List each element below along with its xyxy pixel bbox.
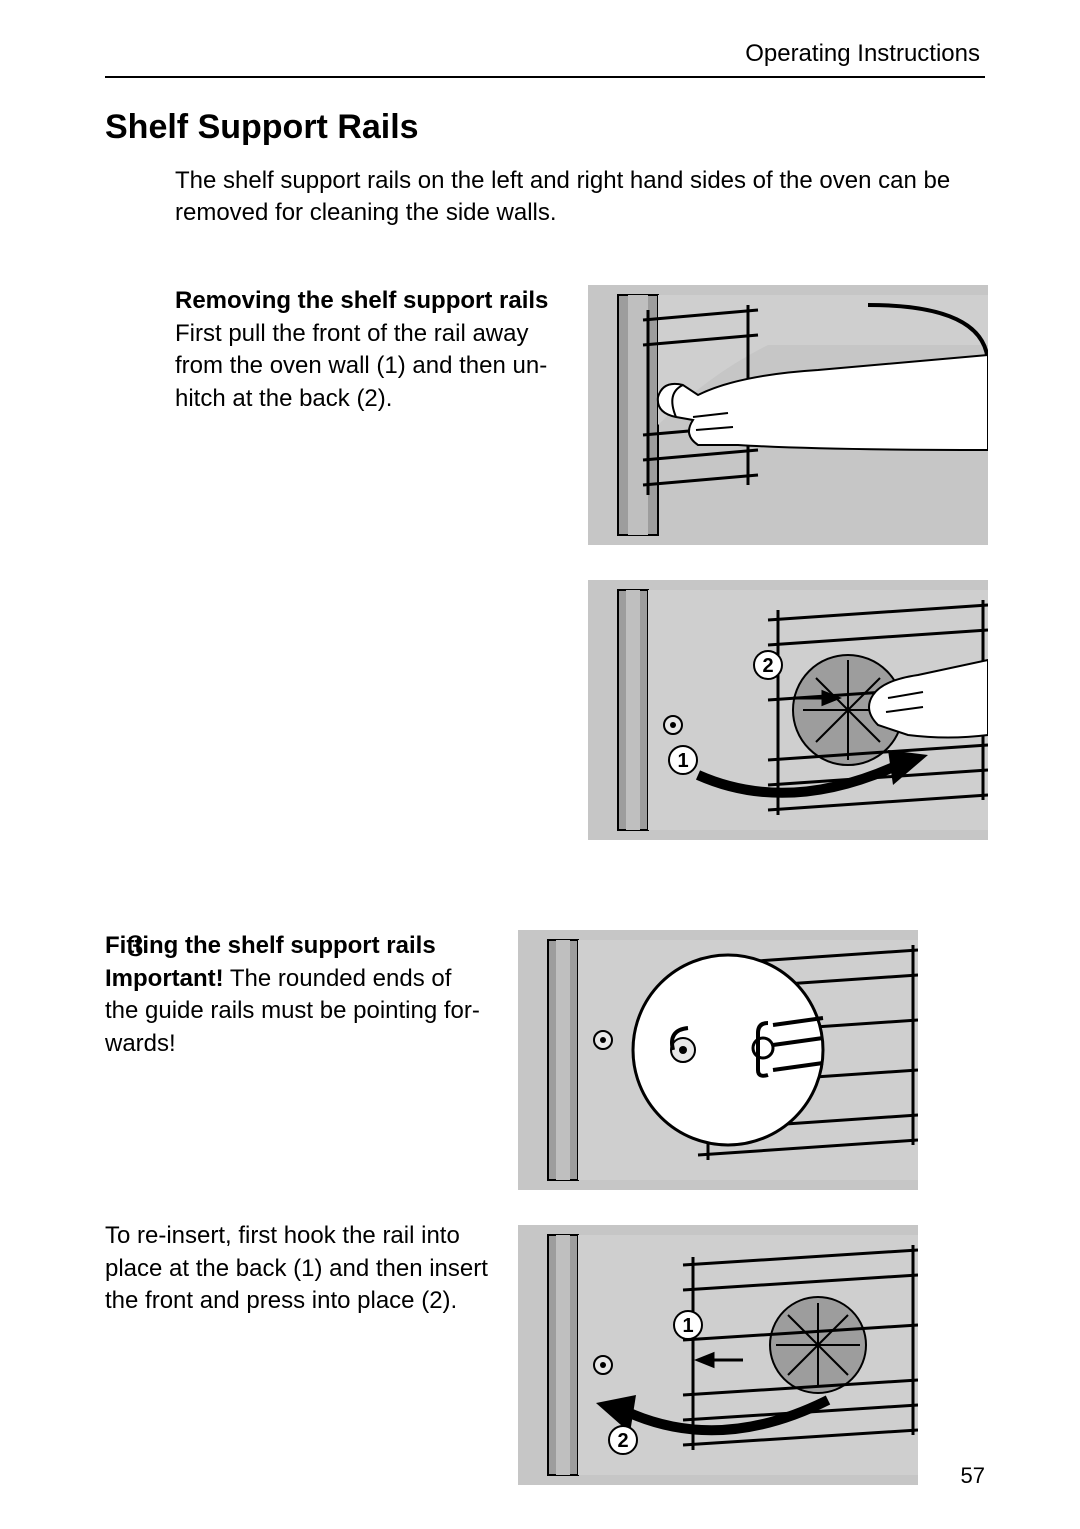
fig2-label-2: 2 bbox=[762, 655, 773, 677]
removing-figures: 2 1 bbox=[588, 285, 988, 840]
manual-page: Operating Instructions Shelf Support Rai… bbox=[0, 0, 1080, 1529]
important-label: Important! bbox=[105, 965, 224, 992]
step-number: 3 bbox=[127, 930, 144, 964]
fig2-label-1: 1 bbox=[677, 750, 688, 772]
section-intro: The shelf support rails on the left and … bbox=[175, 165, 985, 230]
removing-heading: Removing the shelf support rails bbox=[175, 285, 560, 316]
figure-fit-detail bbox=[518, 930, 918, 1190]
fig4-label-2: 2 bbox=[617, 1430, 628, 1452]
removing-block: Removing the shelf support rails First p… bbox=[175, 285, 985, 840]
fig4-label-1: 1 bbox=[682, 1315, 693, 1337]
running-header: Operating Instructions bbox=[105, 40, 985, 68]
figure-remove-front bbox=[588, 285, 988, 545]
fitting-heading: Fitting the shelf support rails bbox=[105, 930, 490, 961]
fitting-block: 3 Fitting the shelf support rails Import… bbox=[105, 930, 985, 1485]
page-number: 57 bbox=[961, 1463, 985, 1489]
figure-fit-insert: 1 2 bbox=[518, 1225, 918, 1485]
fitting-reinsert: To re-insert, first hook the rail into p… bbox=[105, 1220, 490, 1317]
figure-remove-back: 2 1 bbox=[588, 580, 988, 840]
header-rule bbox=[105, 76, 985, 78]
fitting-text-col: Fitting the shelf support rails Importan… bbox=[105, 930, 490, 1318]
fitting-figures: 1 2 bbox=[518, 930, 985, 1485]
section-title: Shelf Support Rails bbox=[105, 108, 985, 147]
removing-text-col: Removing the shelf support rails First p… bbox=[175, 285, 560, 415]
removing-text: First pull the front of the rail away fr… bbox=[175, 318, 560, 415]
fitting-important: Important! The rounded ends of the guide… bbox=[105, 963, 490, 1060]
